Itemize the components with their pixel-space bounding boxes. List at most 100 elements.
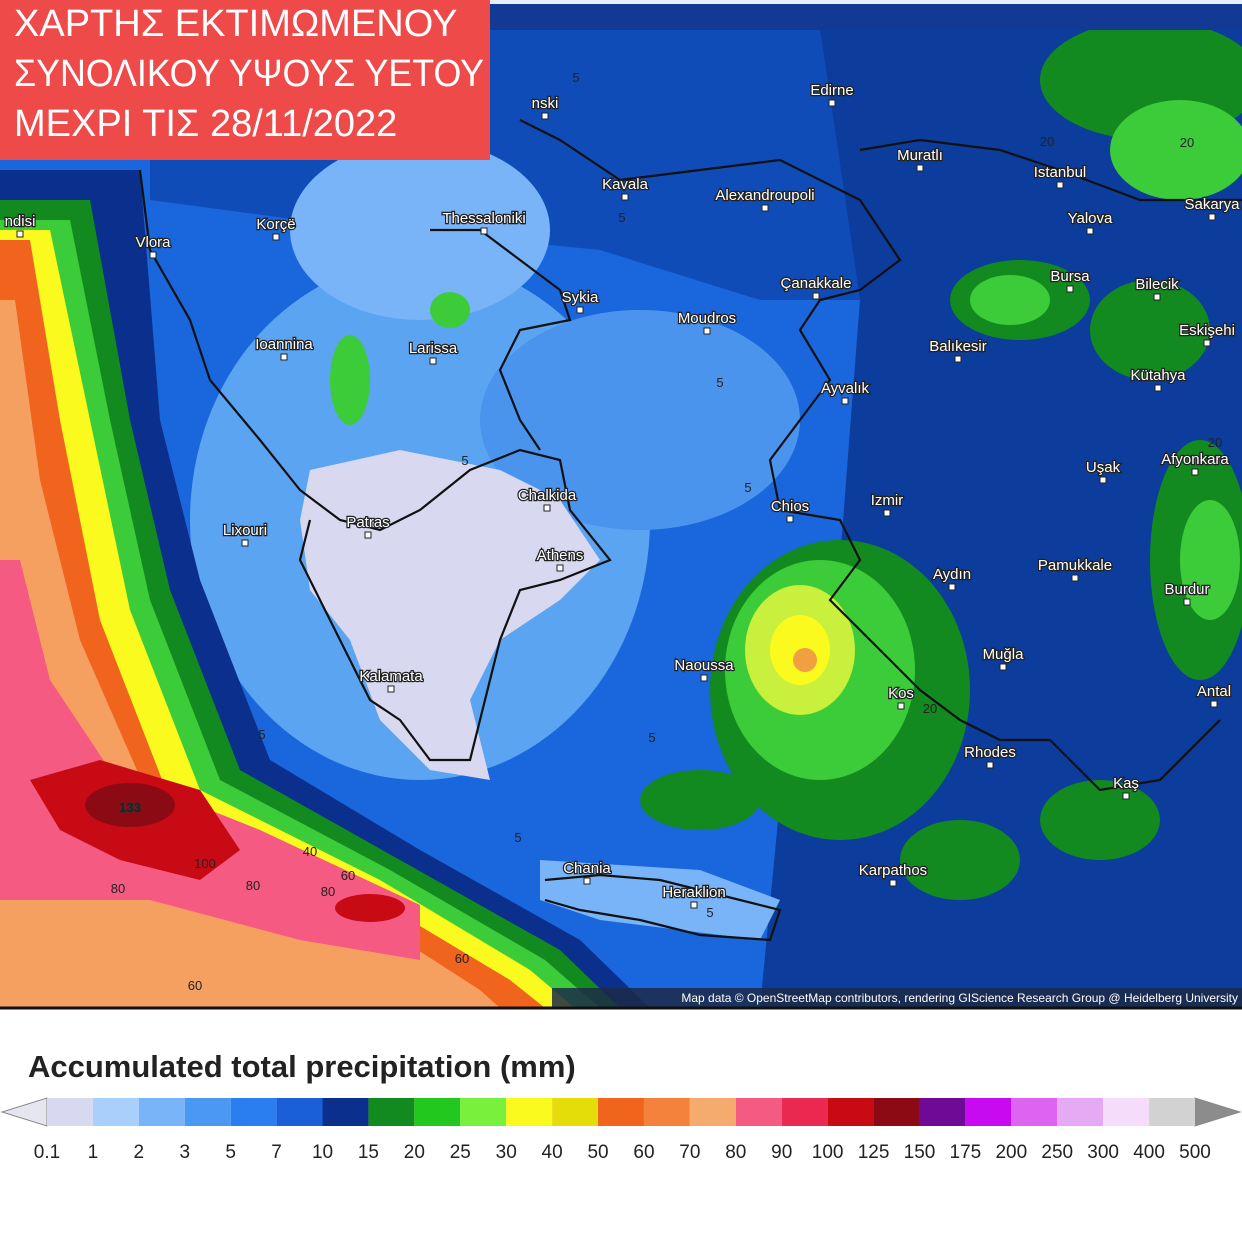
legend-swatch [276, 1098, 323, 1126]
place-label: Alexandroupoli [715, 187, 814, 204]
legend-tick-label: 400 [1133, 1142, 1165, 1163]
legend-swatch [1057, 1098, 1104, 1126]
place-label: Karpathos [859, 862, 927, 879]
place-label: Thessaloniki [442, 210, 525, 227]
legend-tick-label: 20 [404, 1142, 425, 1163]
place-marker [786, 515, 794, 523]
place-label: Heraklion [662, 884, 725, 901]
contour-label: 5 [706, 905, 713, 920]
place-marker [700, 674, 708, 682]
place-marker [703, 327, 711, 335]
place-marker [897, 702, 905, 710]
place-label: nski [532, 95, 559, 112]
place-label: Athens [537, 547, 584, 564]
place-label: Patras [346, 514, 389, 531]
contour-label: 5 [716, 375, 723, 390]
title-line: ΜΕΧΡΙ ΤΙΣ 28/11/2022 [14, 103, 397, 145]
place-label: Kos [888, 685, 914, 702]
legend-swatch [781, 1098, 828, 1126]
legend-swatch [735, 1098, 782, 1126]
place-marker [889, 879, 897, 887]
place-marker [916, 164, 924, 172]
place-marker [883, 509, 891, 517]
place-label: Moudros [678, 310, 736, 327]
title-line: ΧΑΡΤΗΣ ΕΚΤΙΜΩΜΕΝΟΥ [14, 3, 457, 45]
place-label: Chalkida [518, 487, 577, 504]
legend-swatch [460, 1098, 507, 1126]
place-label: Lixouri [223, 522, 267, 539]
place-marker [1203, 339, 1211, 347]
place-label: Antal [1197, 683, 1231, 700]
place-marker [364, 531, 372, 539]
place-label: Kalamata [359, 668, 423, 685]
legend-tick-label: 80 [725, 1142, 746, 1163]
place-label: Bursa [1050, 268, 1090, 285]
contour-label: 5 [514, 830, 521, 845]
place-marker [541, 112, 549, 120]
place-marker [828, 99, 836, 107]
place-label: Larissa [409, 340, 458, 357]
place-label: Muratlı [897, 147, 943, 164]
place-label: Afyonkara [1161, 451, 1229, 468]
place-label: Chios [771, 498, 809, 515]
place-marker [556, 564, 564, 572]
place-marker [1071, 574, 1079, 582]
contour-label: 5 [258, 727, 265, 742]
place-marker [280, 353, 288, 361]
contour-label: 20 [1180, 135, 1194, 150]
place-marker [149, 251, 157, 259]
legend-title: Accumulated total precipitation (mm) [28, 1049, 576, 1084]
place-label: Vlora [135, 234, 171, 251]
place-marker [543, 504, 551, 512]
place-label: Burdur [1164, 581, 1209, 598]
place-marker [272, 233, 280, 241]
attribution: Map data © OpenStreetMap contributors, r… [681, 991, 1238, 1005]
legend-tick-label: 70 [679, 1142, 700, 1163]
legend-swatch [414, 1098, 461, 1126]
place-marker [16, 230, 24, 238]
legend-under-arrow [0, 1097, 48, 1127]
place-label: Pamukkale [1038, 557, 1112, 574]
contour-label: 20 [923, 701, 937, 716]
place-marker [241, 539, 249, 547]
place-marker [1122, 792, 1130, 800]
place-label: Kavala [602, 176, 649, 193]
legend-tick-label: 15 [358, 1142, 379, 1163]
place-label: Aydın [933, 566, 971, 583]
place-marker [1086, 227, 1094, 235]
legend-swatch [92, 1098, 139, 1126]
legend-tick-label: 25 [450, 1142, 471, 1163]
legend-tick-label: 500 [1179, 1142, 1211, 1163]
legend-swatch [552, 1098, 599, 1126]
legend-swatch [965, 1098, 1012, 1126]
place-marker [999, 663, 1007, 671]
legend-swatch [230, 1098, 277, 1126]
place-label: Yalova [1068, 210, 1113, 227]
contour-label: 5 [461, 453, 468, 468]
place-marker [954, 355, 962, 363]
legend-tick-label: 150 [904, 1142, 936, 1163]
place-marker [812, 292, 820, 300]
place-marker [1056, 181, 1064, 189]
contour-label: 5 [744, 480, 751, 495]
map [0, 0, 1242, 1010]
place-label: Kaş [1113, 775, 1139, 792]
contour-label: 60 [455, 951, 469, 966]
legend-tick-label: 7 [271, 1142, 282, 1163]
legend-tick-label: 3 [179, 1142, 190, 1163]
place-marker [576, 306, 584, 314]
contour-label: 5 [572, 70, 579, 85]
legend-over-arrow [1194, 1097, 1242, 1127]
place-marker [1153, 293, 1161, 301]
contour-label: 80 [321, 884, 335, 899]
place-label: Sakarya [1184, 196, 1240, 213]
place-label: Sykia [562, 289, 599, 306]
place-label: Chania [563, 860, 611, 877]
place-label: Istanbul [1034, 164, 1087, 181]
legend-swatch [368, 1098, 415, 1126]
legend-swatch [1011, 1098, 1058, 1126]
place-label: ndisi [5, 213, 36, 230]
place-label: Korçë [256, 216, 295, 233]
legend-tick-label: 50 [587, 1142, 608, 1163]
